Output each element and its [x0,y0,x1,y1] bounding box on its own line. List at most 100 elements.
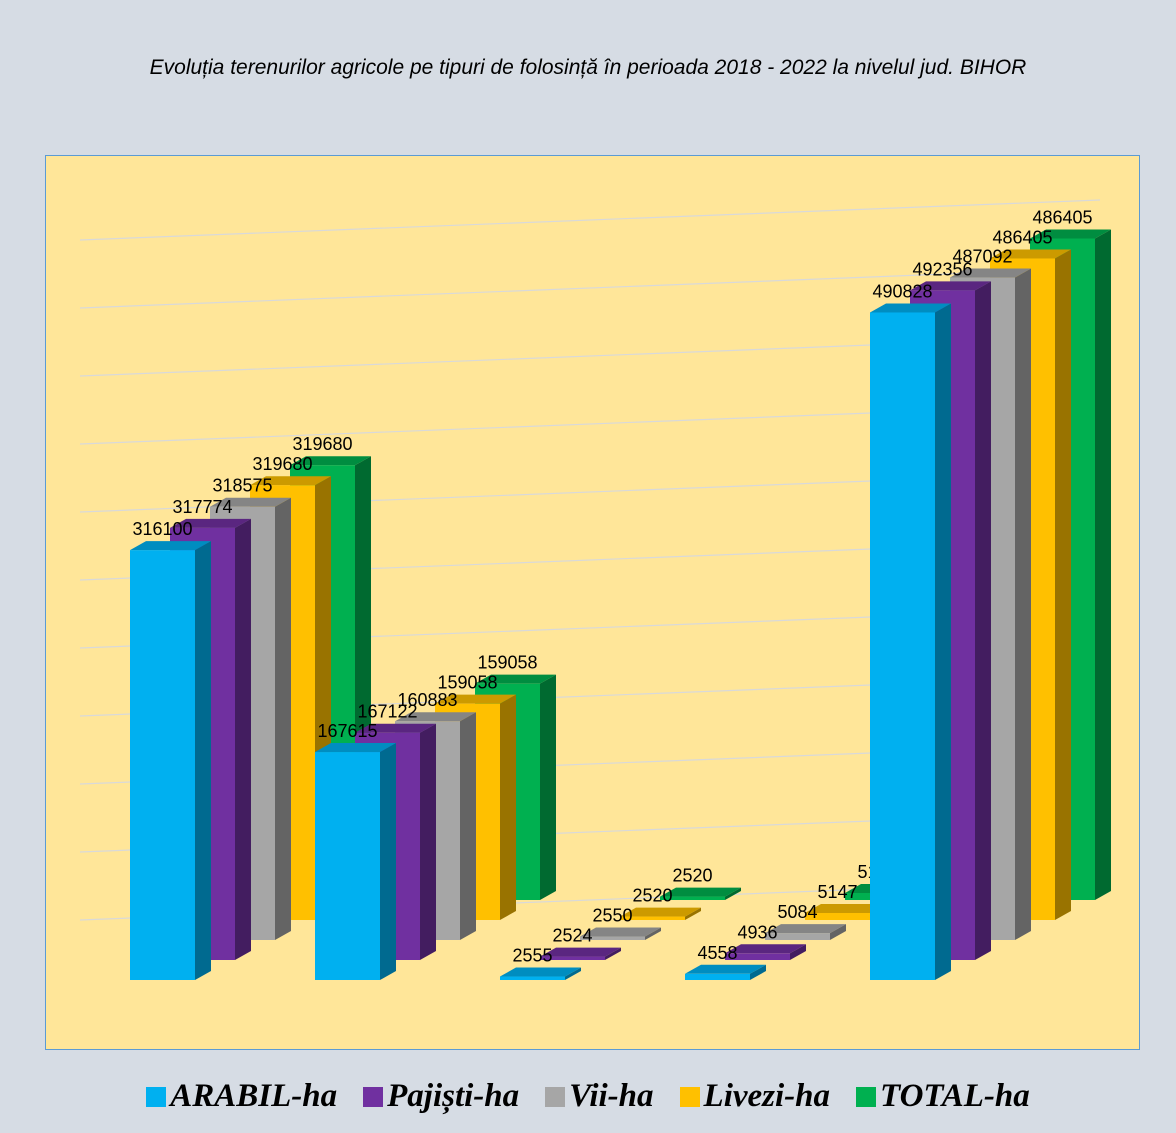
value-label: 5147 [817,882,857,902]
legend-swatch [679,1086,700,1107]
bar [765,933,830,940]
bar-top [870,303,951,313]
value-label: 319680 [252,454,312,474]
bar-side [605,947,621,960]
bar-side [1015,268,1031,940]
value-label: 486405 [992,227,1052,247]
value-label: 2550 [592,906,632,926]
bar-side [725,887,741,900]
bar-top [475,674,556,684]
bar-top [355,723,436,733]
legend: ARABIL-ha Pajiști-ha Vii-ha Livezi-ha TOTAL-… [0,1078,1176,1115]
chart-title: Evoluția terenurilor agricole pe tipuri … [149,56,1027,79]
grid-line [79,267,1101,309]
bar-side [380,743,396,980]
value-label: 2520 [632,886,672,906]
legend-swatch [363,1086,384,1107]
bar-top [395,712,476,722]
bar-3d [580,927,661,940]
bar-top [1030,229,1111,239]
bar-side [460,712,476,940]
bar [540,956,605,960]
bar-top [725,944,806,954]
bar-top [500,967,581,977]
value-label: 317774 [172,497,232,517]
legend-label: ARABIL-ha [170,1078,338,1114]
value-label: 4558 [697,943,737,963]
legend-label: Vii-ha [569,1078,654,1114]
bar-3d [540,947,621,960]
legend-label: TOTAL-ha [880,1078,1030,1114]
value-label: 319680 [292,434,352,454]
bar-top [170,518,251,528]
bar-top [130,541,211,551]
legend-item: Livezi-ha [679,1078,830,1115]
bar-top [805,904,886,914]
grid-line [79,199,1101,241]
bar-3d [660,887,741,900]
value-label: 2520 [672,866,712,886]
value-label: 160883 [397,690,457,710]
bar-top [950,268,1031,278]
legend-item: Pajiști-ha [363,1078,519,1115]
bar [500,976,565,980]
bar-side [565,967,581,980]
bar-top [290,456,371,466]
bar-side [1095,229,1111,900]
bar-top [990,249,1071,259]
bar-top [580,927,661,937]
bar-side [790,944,806,960]
bar [870,312,935,981]
value-label: 5084 [777,902,817,922]
bar [805,913,870,920]
bar [315,752,380,980]
value-label: 159058 [437,673,497,693]
bar-3d [500,967,581,980]
legend-swatch [146,1086,167,1107]
value-label: 486405 [1032,207,1092,227]
bar-side [500,694,516,920]
value-label: 167122 [357,702,417,722]
value-label: 318575 [212,476,272,496]
value-label: 2555 [512,946,552,966]
legend-item: ARABIL-ha [146,1078,337,1115]
bar-side [420,723,436,960]
value-label: 167615 [317,721,377,741]
bar [580,936,645,940]
bar [130,550,195,980]
bar-side [195,541,211,980]
bar [725,953,790,960]
bar-side [235,518,251,960]
bar-3d [765,924,846,940]
value-label: 4936 [737,922,777,942]
bar-top [620,907,701,917]
bar-3d [130,541,211,980]
bar-side [830,924,846,940]
bar-top [910,281,991,291]
bar-side [645,927,661,940]
value-label: 2524 [552,926,592,946]
bar-3d [685,964,766,980]
legend-item: Vii-ha [545,1078,654,1115]
bar-3d [620,907,701,920]
value-label: 316100 [132,519,192,539]
bar-side [750,964,766,980]
legend-swatch [856,1086,877,1107]
bar-side [275,497,291,940]
bar-top [435,694,516,704]
value-label: 492356 [912,259,972,279]
legend-swatch [545,1086,566,1107]
bar-side [685,907,701,920]
bar-top [250,476,331,486]
bar-top [210,497,291,507]
bar-3d [315,743,396,980]
bar-top [685,964,766,974]
legend-label: Pajiști-ha [387,1078,520,1114]
bar [685,973,750,980]
value-label: 487092 [952,247,1012,267]
bar-top [765,924,846,934]
bar-top [660,887,741,897]
bar-side [1055,249,1071,920]
